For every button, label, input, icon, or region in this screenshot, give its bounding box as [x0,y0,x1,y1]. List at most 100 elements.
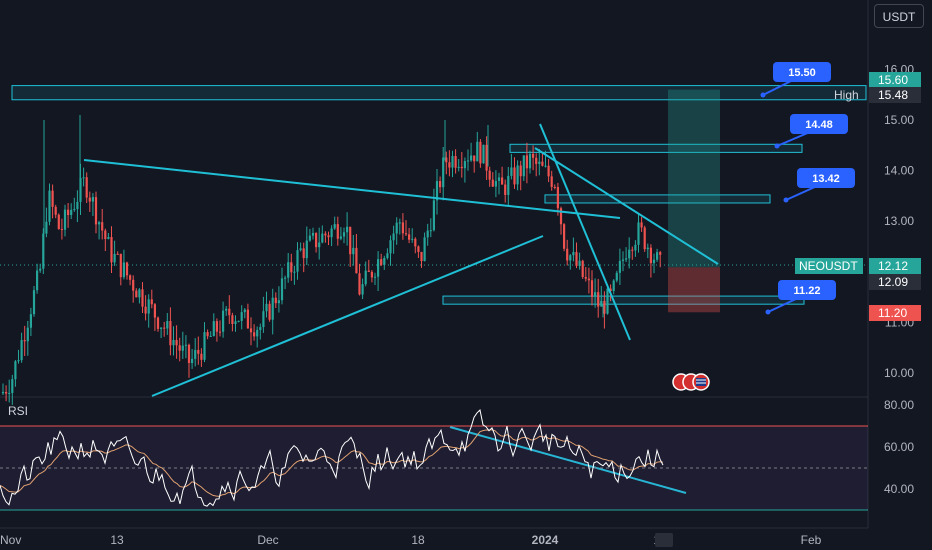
callout-pointer [785,185,818,201]
candle-body [280,278,284,301]
candle-body [70,209,73,216]
candle-body [122,262,125,278]
candle [386,248,389,260]
candle-body [144,306,147,314]
candle [122,249,125,280]
candle [256,326,259,348]
candle [299,242,302,252]
candle [615,270,618,283]
candle-body [156,317,160,329]
candle [82,167,85,187]
candle [271,288,274,335]
candle-body [361,284,364,295]
candle [432,188,435,232]
candle [389,235,392,266]
candle [246,303,249,329]
candle-body [225,308,228,311]
candle [435,168,439,215]
candle [535,153,538,177]
candle-body [473,155,476,162]
candle-body [603,300,606,314]
candle [11,374,14,405]
callout-anchor [774,143,780,149]
candle-body [336,224,339,239]
candle-body [194,349,197,359]
events-icon[interactable] [672,373,710,391]
candle [262,296,265,333]
candle [556,182,559,216]
candle-body [649,247,652,264]
candle-body [240,312,243,321]
candle-body [346,226,349,233]
candle [98,220,101,240]
candle-body [191,358,194,363]
candle [268,300,271,322]
candle-body [429,230,432,232]
callout-box [797,168,855,188]
candle [76,190,79,223]
candle-body [253,332,256,337]
candle [321,225,324,244]
candle-body [609,288,612,292]
candle-body [315,232,318,248]
candle [404,220,408,236]
candle [470,142,473,162]
candle [249,317,253,346]
profit-zone[interactable] [668,89,720,268]
rsi-indicator-label: RSI [8,404,29,418]
candle [361,278,364,300]
time-cursor-marker [655,533,673,547]
candle-body [355,247,358,274]
candle-body [615,272,618,281]
candle [91,193,94,217]
candle-body [383,258,386,265]
currency-button[interactable]: USDT [874,4,924,28]
candle [420,251,423,268]
candle [426,223,429,246]
candle [70,203,73,220]
candle-body [311,232,315,236]
candle-body [538,161,541,164]
candle-body [559,208,563,225]
candle [290,253,293,281]
candle [14,360,17,387]
candle-body [203,332,206,360]
candle-body [451,156,454,168]
candle-body [460,166,463,169]
candle [429,218,432,238]
time-tick-label: 18 [411,533,425,547]
candle [584,267,587,282]
candle [187,343,191,378]
candle [178,337,181,362]
candle [311,227,315,240]
candle-body [445,157,448,163]
candle-body [556,187,559,209]
price-callout: 13.42 [783,168,855,203]
candle-body [535,157,538,164]
candle [504,179,507,203]
candle-body [265,303,268,312]
candle-body [426,230,429,238]
candle-body [432,200,435,231]
long-position-tool[interactable] [668,89,720,313]
candle [656,248,659,262]
candle [129,274,132,286]
candle [287,253,290,283]
candle-body [153,304,156,318]
stop-zone[interactable] [668,267,720,313]
candle [457,158,460,172]
price-badge-bg [869,274,921,290]
candle [491,172,494,188]
candle [476,131,479,162]
callout-box [790,114,848,134]
candle [398,218,401,235]
candle-body [256,329,259,337]
price-badge-label: 12.12 [878,259,908,273]
rsi-tick-label: 40.00 [884,482,914,496]
candle-body [293,271,296,273]
candle [29,307,32,337]
candle [36,263,39,294]
candle-body [423,237,426,262]
